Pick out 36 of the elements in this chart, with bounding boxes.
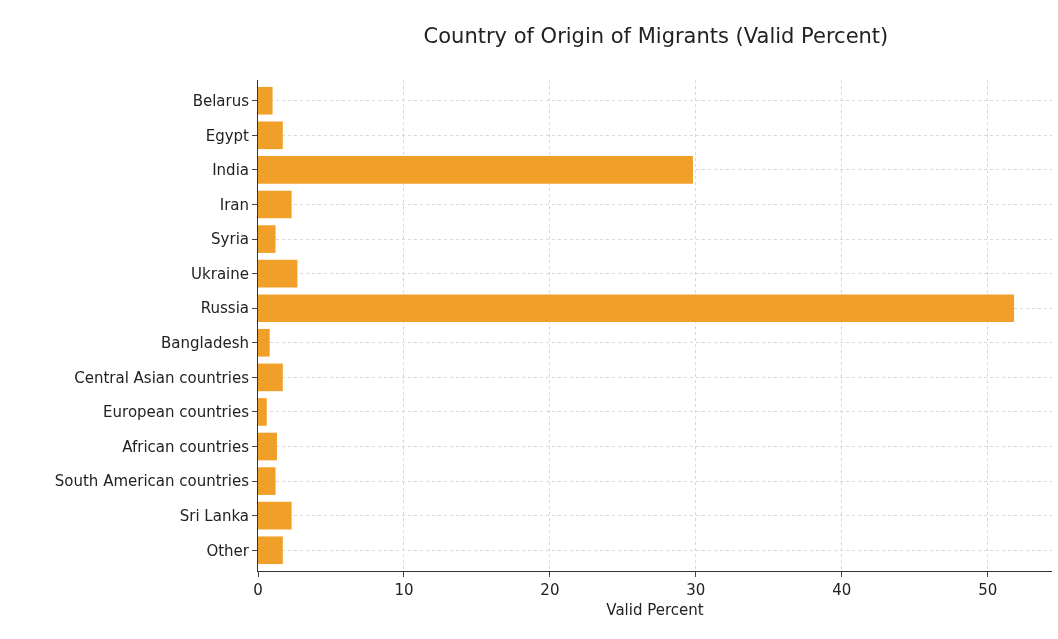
- bar: [258, 432, 277, 461]
- x-tick-label: 30: [686, 581, 706, 599]
- y-tick-label: Syria: [211, 230, 249, 249]
- chart-title: Country of Origin of Migrants (Valid Percent): [423, 24, 889, 49]
- bar: [258, 259, 298, 288]
- bar: [258, 225, 276, 253]
- x-tick-label: 20: [540, 581, 560, 599]
- y-tick-label: Belarus: [192, 92, 250, 110]
- x-tick-label: 10: [394, 581, 414, 599]
- y-tick-label: African countries: [122, 437, 250, 456]
- bar: [258, 467, 276, 495]
- y-tick-label: Ukraine: [191, 264, 249, 283]
- x-tick-label: 0: [253, 581, 263, 599]
- y-tick-label: Sri Lanka: [179, 506, 249, 525]
- bar: [258, 156, 693, 184]
- y-tick-label: Bangladesh: [161, 334, 249, 353]
- y-tick-label: Iran: [219, 195, 249, 214]
- bar: [258, 121, 283, 150]
- y-tick-label: Central Asian countries: [74, 368, 250, 387]
- y-tick-label: Egypt: [205, 126, 250, 145]
- bar: [258, 328, 270, 357]
- x-axis-title: Valid Percent: [606, 601, 704, 619]
- y-tick-label: Other: [206, 541, 250, 560]
- bar: [258, 294, 1015, 323]
- y-tick-label: European countries: [103, 403, 250, 422]
- y-tick-label: Russia: [200, 299, 249, 318]
- y-tick-label: India: [212, 161, 249, 180]
- bar: [258, 86, 273, 115]
- bar: [258, 190, 292, 219]
- x-tick-label: 40: [832, 581, 852, 599]
- bar: [258, 363, 283, 392]
- x-tick-label: 50: [978, 581, 998, 599]
- bar: [258, 398, 267, 426]
- bar: [258, 536, 283, 565]
- bar: [258, 501, 292, 530]
- y-tick-label: South American countries: [54, 472, 250, 491]
